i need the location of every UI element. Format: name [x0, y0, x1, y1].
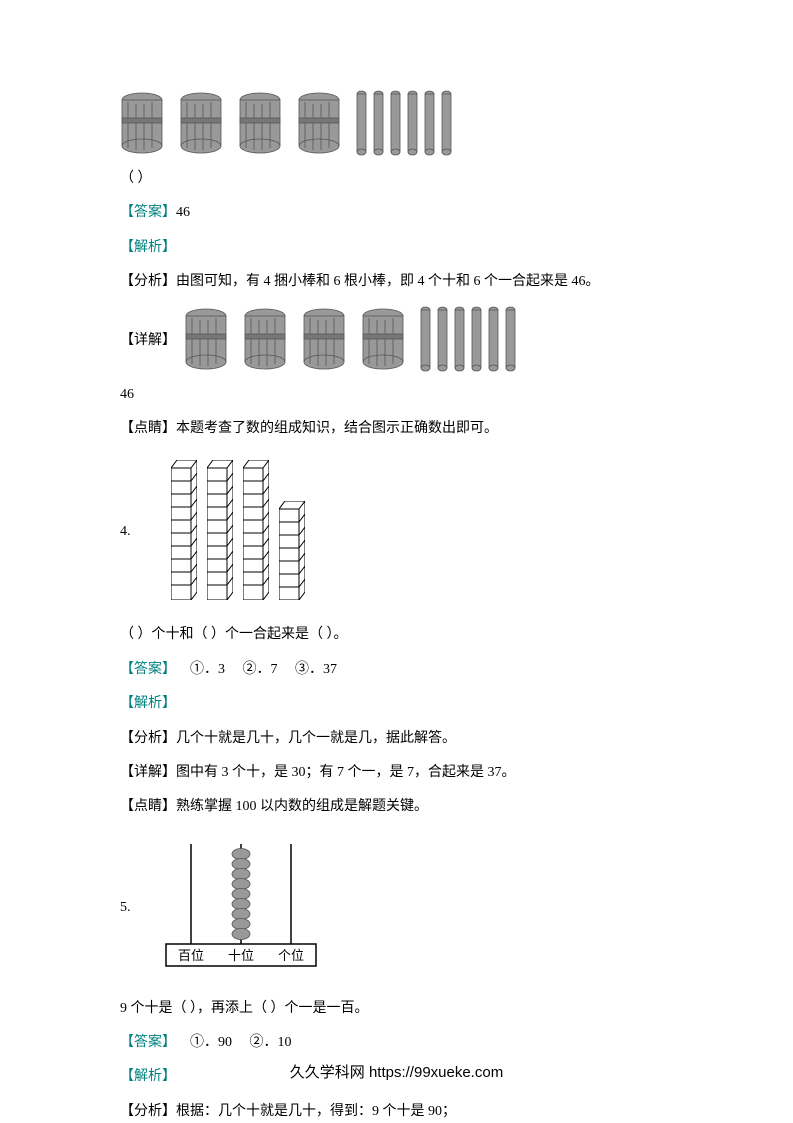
single-stick	[505, 306, 516, 372]
dianjing-text: 熟练掌握 100 以内数的组成是解题关键。	[176, 799, 428, 814]
xiangjie-text: 图中有 3 个十，是 30；有 7 个一，是 7，合起来是 37。	[176, 765, 516, 780]
answer-label: 【答案】	[120, 205, 176, 220]
fenxi-label: 【分析】	[120, 731, 176, 746]
q3-sticks-diagram	[120, 90, 673, 156]
q4-analysis-label: 【解析】	[120, 693, 673, 715]
cube-column-10	[243, 460, 269, 600]
single-stick	[390, 90, 401, 156]
single-stick	[373, 90, 384, 156]
single-stick	[441, 90, 452, 156]
q3-blank: （ ）	[120, 168, 673, 190]
single-stick	[488, 306, 499, 372]
svg-text:个位: 个位	[277, 948, 303, 963]
answer-parts: ①．3 ②．7 ③．37	[176, 662, 337, 677]
q4-row: 4.	[120, 452, 673, 612]
single-stick	[356, 90, 367, 156]
stick-bundle	[120, 90, 164, 156]
stick-bundle	[297, 90, 341, 156]
q5-number: 5.	[120, 900, 131, 916]
cube-diagram	[171, 460, 305, 600]
q3-fenxi-line: 【分析】由图可知，有 4 捆小棒和 6 根小棒，即 4 个十和 6 个一合起来是…	[120, 271, 673, 293]
q4-fenxi-line: 【分析】几个十就是几十，几个一就是几，据此解答。	[120, 728, 673, 750]
svg-text:百位: 百位	[177, 948, 203, 963]
q4-xiangjie-line: 【详解】图中有 3 个十，是 30；有 7 个一，是 7，合起来是 37。	[120, 762, 673, 784]
dianjing-text: 本题考查了数的组成知识，结合图示正确数出即可。	[176, 421, 498, 436]
xiangjie-label: 【详解】	[120, 765, 176, 780]
single-stick	[437, 306, 448, 372]
q5-question: 9 个十是（ ），再添上（ ）个一是一百。	[120, 998, 673, 1020]
svg-text:十位: 十位	[227, 948, 253, 963]
page-footer: 久久学科网 https://99xueke.com	[0, 1061, 793, 1082]
q5-row: 5. 百位 十位 个位	[120, 831, 673, 986]
single-stick	[471, 306, 482, 372]
abacus-diagram: 百位 十位 个位	[161, 839, 321, 974]
single-stick	[407, 90, 418, 156]
cube-column-10	[171, 460, 197, 600]
stick-bundle	[179, 90, 223, 156]
q4-dianjing-line: 【点睛】熟练掌握 100 以内数的组成是解题关键。	[120, 796, 673, 818]
answer-value: 46	[176, 205, 190, 220]
q5-answer-line: 【答案】 ①．90 ②．10	[120, 1032, 673, 1054]
stick-bundle	[238, 90, 282, 156]
answer-label: 【答案】	[120, 1035, 176, 1050]
single-stick	[454, 306, 465, 372]
cube-column-10	[207, 460, 233, 600]
fenxi-text: 根据：几个十就是几十，得到：9 个十是 90；	[176, 1104, 456, 1119]
dianjing-label: 【点睛】	[120, 799, 176, 814]
q3-answer-line: 【答案】46	[120, 202, 673, 224]
fenxi-label: 【分析】	[120, 1104, 176, 1119]
single-stick	[420, 306, 431, 372]
stick-bundle	[243, 306, 287, 372]
single-stick	[424, 90, 435, 156]
answer-parts: ①．90 ②．10	[176, 1035, 292, 1050]
cube-column-7	[279, 501, 305, 600]
q4-question: （ ）个十和（ ）个一合起来是（ ）。	[120, 624, 673, 646]
q5-fenxi-line: 【分析】根据：几个十就是几十，得到：9 个十是 90；	[120, 1101, 673, 1123]
q3-detail-row: 【详解】	[120, 306, 673, 372]
stick-bundle	[302, 306, 346, 372]
fenxi-text: 几个十就是几十，几个一就是几，据此解答。	[176, 731, 456, 746]
stick-bundle	[361, 306, 405, 372]
q4-number: 4.	[120, 524, 131, 540]
xiangjie-label: 【详解】	[120, 329, 176, 349]
q4-answer-line: 【答案】 ①．3 ②．7 ③．37	[120, 659, 673, 681]
dianjing-label: 【点睛】	[120, 421, 176, 436]
q3-result: 46	[120, 384, 673, 406]
stick-bundle	[184, 306, 228, 372]
q3-analysis-label: 【解析】	[120, 237, 673, 259]
single-sticks-group	[356, 90, 452, 156]
q3-dianjing-line: 【点睛】本题考查了数的组成知识，结合图示正确数出即可。	[120, 418, 673, 440]
answer-label: 【答案】	[120, 662, 176, 677]
fenxi-label: 【分析】	[120, 274, 176, 289]
fenxi-text: 由图可知，有 4 捆小棒和 6 根小棒，即 4 个十和 6 个一合起来是 46。	[176, 274, 600, 289]
